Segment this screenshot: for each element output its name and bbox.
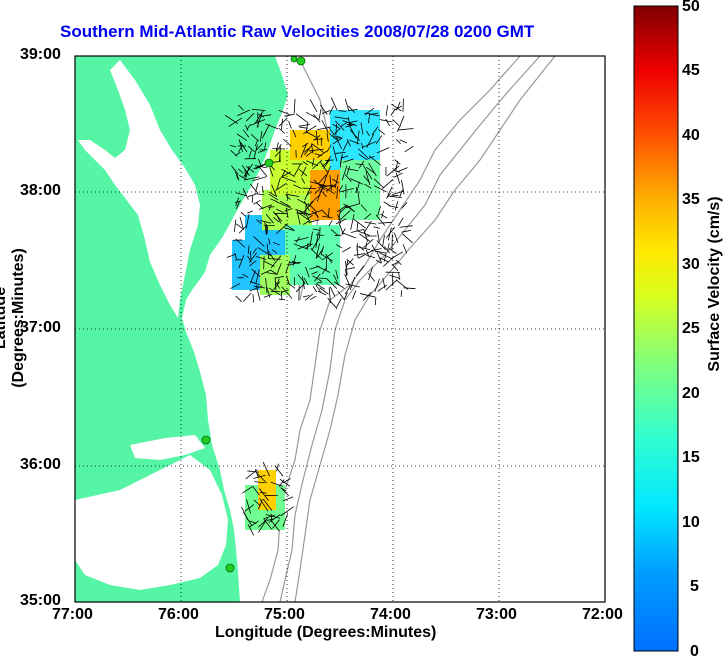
colorbar-tick-label: 40: [682, 127, 700, 145]
colorbar-tick-label: 50: [682, 0, 700, 16]
colorbar-tick-label: 45: [682, 62, 700, 80]
station-marker: [297, 57, 305, 65]
station-marker: [226, 564, 234, 572]
velocity-arrow: [375, 297, 376, 305]
colorbar: [634, 6, 678, 651]
x-tick-label: 72:00: [582, 606, 623, 624]
station-marker: [202, 436, 210, 444]
colorbar-tick-label: 35: [682, 191, 700, 209]
x-tick-label: 77:00: [52, 606, 93, 624]
y-tick-label: 39:00: [20, 46, 61, 64]
velocity-arrow: [320, 227, 321, 238]
velocity-arrow: [271, 514, 272, 523]
colorbar-tick-label: 30: [682, 256, 700, 274]
station-marker: [291, 56, 297, 62]
y-tick-label: 36:00: [20, 456, 61, 474]
colorbar-tick-label: 5: [690, 578, 699, 596]
colorbar-tick-label: 20: [682, 385, 700, 403]
colorbar-tick-label: 25: [682, 320, 700, 338]
x-tick-label: 76:00: [158, 606, 199, 624]
station-marker: [265, 159, 273, 167]
velocity-arrow: [253, 294, 254, 302]
x-tick-label: 74:00: [370, 606, 411, 624]
colorbar-tick-label: 0: [690, 643, 699, 661]
colorbar-tick-label: 15: [682, 449, 700, 467]
x-tick-label: 75:00: [264, 606, 305, 624]
x-tick-label: 73:00: [476, 606, 517, 624]
x-axis-label: Longitude (Degrees:Minutes): [215, 624, 436, 642]
y-tick-label: 38:00: [20, 182, 61, 200]
y-axis-label: Latitude (Degrees:Minutes): [0, 218, 28, 418]
chart-title: Southern Mid-Atlantic Raw Velocities 200…: [60, 22, 534, 42]
colorbar-tick-label: 10: [682, 514, 700, 532]
colorbar-label: Surface Velocity (cm/s): [706, 174, 724, 394]
